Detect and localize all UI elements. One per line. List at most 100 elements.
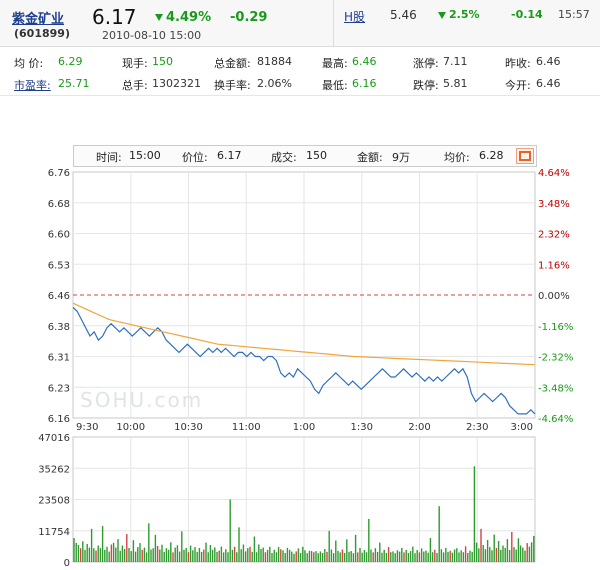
chart-info-bar: 时间: 15:00 价位: 6.17 成交: 150 金额: 9万 均价: 6.… <box>73 145 537 167</box>
volume-bar <box>119 550 121 562</box>
volume-bar <box>86 543 88 562</box>
volume-bar <box>121 545 124 562</box>
volume-bar <box>451 552 454 562</box>
volume-bar <box>181 531 183 562</box>
volume-bar <box>427 552 429 562</box>
header-divider <box>333 0 334 46</box>
stat-value: 6.46 <box>536 77 561 90</box>
stat-label: 跌停: <box>413 79 439 92</box>
volume-bar <box>519 545 522 562</box>
volume-bar <box>216 551 218 562</box>
y-tick-label: 6.38 <box>48 322 70 333</box>
volume-bar <box>75 542 77 562</box>
volume-bar <box>396 550 399 562</box>
down-arrow-icon <box>438 11 446 19</box>
stat-label: 昨收: <box>505 57 531 70</box>
volume-bar <box>467 553 469 562</box>
volume-bar <box>528 546 531 562</box>
volume-bar <box>227 552 229 562</box>
stat-value: 7.11 <box>443 55 468 68</box>
h-share-link[interactable]: H股 <box>344 10 366 24</box>
volume-bar <box>442 552 445 562</box>
volume-bar <box>110 544 113 562</box>
info-price-label: 价位: <box>182 151 208 164</box>
stat-label: 今开: <box>505 79 531 92</box>
volume-bar <box>390 552 392 562</box>
volume-bar <box>112 542 115 562</box>
volume-bar <box>218 550 220 562</box>
volume-bar <box>339 552 341 562</box>
volume-bar <box>348 551 350 562</box>
x-tick-label: 11:00 <box>232 422 261 433</box>
stat-value: 25.71 <box>58 77 90 90</box>
volume-bar <box>354 534 357 562</box>
volume-bar <box>486 539 489 562</box>
x-tick-label: 2:30 <box>466 422 488 433</box>
x-tick-label: 1:30 <box>351 422 373 433</box>
volume-bar <box>383 549 385 562</box>
volume-bar <box>425 550 427 562</box>
volume-bar <box>139 543 141 562</box>
volume-bar <box>508 550 511 562</box>
y2-tick-label: -3.48% <box>538 383 573 394</box>
pe-ratio-link[interactable]: 市盈率: <box>14 79 51 92</box>
volume-bar <box>123 549 126 562</box>
volume-bar <box>460 550 462 562</box>
volume-bar <box>156 546 159 562</box>
volume-bar <box>495 547 498 562</box>
volume-bar <box>524 550 526 562</box>
volume-bar <box>205 542 207 562</box>
y-tick-label: 6.46 <box>48 291 70 302</box>
volume-bar <box>214 547 216 562</box>
fullscreen-icon <box>519 155 525 161</box>
volume-bar <box>343 553 346 562</box>
volume-bar <box>185 547 187 562</box>
volume-bar <box>409 551 412 562</box>
info-time-label: 时间: <box>96 151 122 164</box>
fullscreen-button[interactable] <box>516 148 534 164</box>
volume-bar <box>159 549 161 562</box>
stock-name-link[interactable]: 紫金矿业 <box>12 12 65 27</box>
volume-bar <box>260 549 262 562</box>
info-vol-label: 成交: <box>271 151 297 164</box>
volume-bar <box>101 526 104 562</box>
volume-bar <box>473 466 476 562</box>
volume-bar <box>126 534 128 562</box>
fullscreen-icon <box>525 151 531 157</box>
volume-bar <box>530 542 533 562</box>
volume-bar <box>145 552 148 562</box>
y2-tick-label: -2.32% <box>538 353 573 364</box>
volume-bar <box>280 549 282 562</box>
h-share-price: 5.46 <box>390 8 417 22</box>
volume-bar <box>372 552 374 562</box>
volume-bar <box>462 552 465 562</box>
volume-bar <box>95 550 97 562</box>
volume-bar <box>493 534 495 562</box>
volume-bar <box>258 544 260 562</box>
volume-bar <box>330 549 333 562</box>
volume-bar <box>251 551 253 562</box>
volume-bar <box>282 550 284 562</box>
stat-label: 总手: <box>122 79 148 92</box>
stat-label: 均 价: <box>14 57 44 70</box>
volume-bar <box>104 549 106 562</box>
volume-bar <box>266 550 269 562</box>
h-share-time: 15:57 <box>558 8 590 21</box>
volume-bar <box>198 547 201 562</box>
x-tick-label: 3:00 <box>511 422 533 433</box>
info-vol-value: 150 <box>306 149 327 162</box>
volume-bar <box>137 547 139 562</box>
volume-bar <box>161 544 163 562</box>
volume-bar <box>222 552 225 562</box>
volume-bar <box>306 553 308 562</box>
fullscreen-icon <box>525 155 531 161</box>
volume-bar <box>88 547 91 562</box>
volume-bar <box>308 550 311 562</box>
volume-bar <box>310 551 313 562</box>
volume-bar <box>225 549 227 562</box>
x-tick-label: 9:30 <box>76 422 98 433</box>
volume-bar <box>262 547 264 562</box>
y2-tick-label: -1.16% <box>538 322 573 333</box>
volume-tick-label: 47016 <box>38 433 70 444</box>
